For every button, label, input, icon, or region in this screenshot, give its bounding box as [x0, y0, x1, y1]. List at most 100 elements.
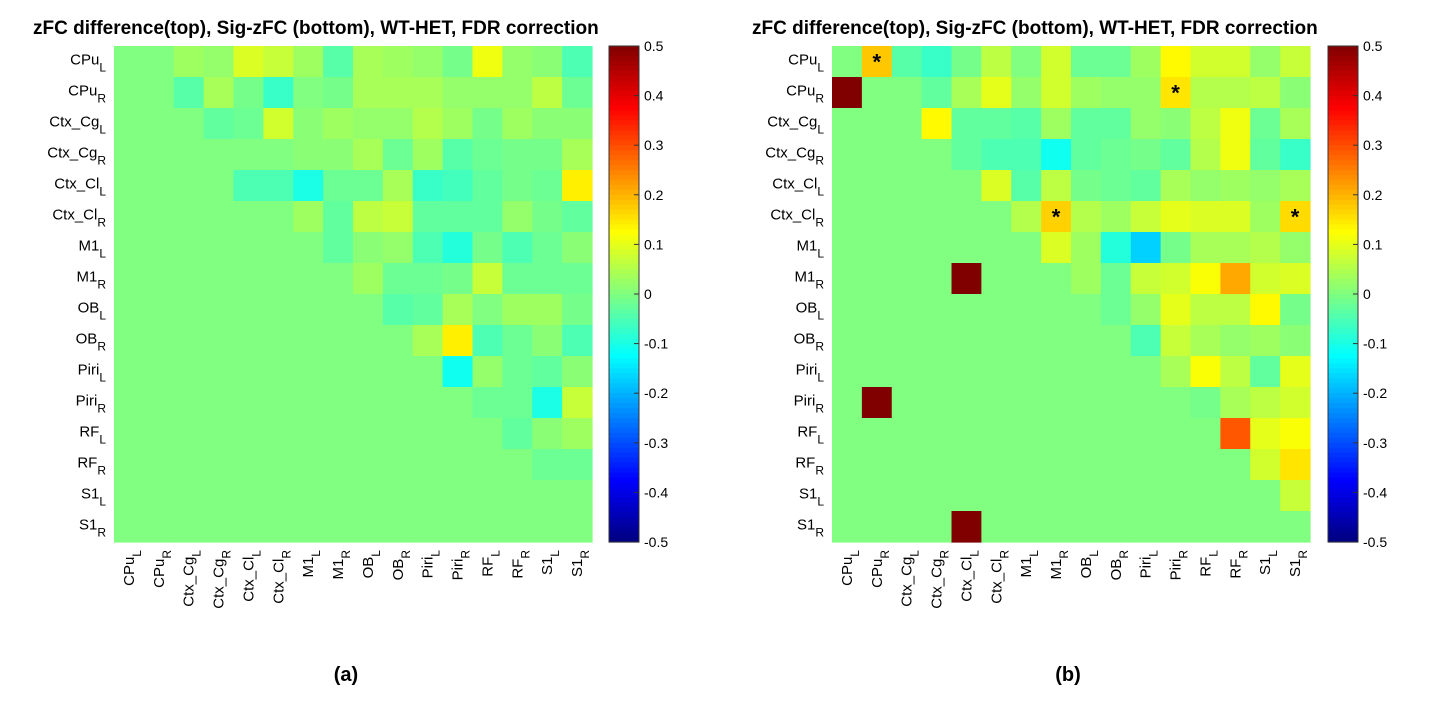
chart-title: zFC difference(top), Sig-zFC (bottom), W… [33, 18, 599, 39]
heatmap-cell [1280, 294, 1311, 326]
heatmap-cell [1130, 46, 1162, 78]
column-label: PiriL [1138, 550, 1161, 579]
column-label: Ctx_ClR [988, 550, 1011, 604]
heatmap-cell [203, 108, 235, 140]
colorbar-segment [609, 165, 639, 171]
colorbar-segment [1328, 303, 1358, 310]
heatmap-cell [562, 449, 593, 481]
heatmap-cell [562, 511, 593, 543]
row-label: S1L [799, 486, 824, 509]
heatmap-cell [981, 139, 1012, 171]
heatmap-cell [323, 325, 354, 357]
heatmap-cell [861, 201, 893, 233]
row-label: M1L [796, 238, 824, 261]
heatmap-cell [233, 418, 264, 450]
heatmap-cell [562, 170, 593, 202]
heatmap-cell [832, 294, 863, 326]
heatmap-cell [353, 46, 384, 78]
heatmap-cell [1071, 480, 1102, 512]
heatmap-cell [412, 294, 444, 326]
row-label: RFR [77, 455, 106, 478]
heatmap-cell [203, 170, 235, 202]
heatmap-cell [263, 325, 294, 357]
heatmap-cell [293, 170, 324, 202]
heatmap-cell [1130, 263, 1162, 295]
heatmap-cell [353, 108, 384, 140]
heatmap-cell [353, 201, 384, 233]
heatmap-cell [1190, 480, 1221, 512]
heatmap-cell [203, 418, 235, 450]
column-label: OBR [1108, 550, 1131, 581]
heatmap-cell [1130, 387, 1162, 419]
heatmap-cell [143, 325, 175, 357]
colorbar-segment [1328, 537, 1358, 543]
heatmap-cell [323, 139, 354, 171]
heatmap-cell [472, 449, 503, 481]
colorbar-segment [609, 115, 639, 121]
heatmap-cell [861, 294, 893, 326]
heatmap-cell [1250, 418, 1281, 450]
colorbar-segment [1328, 284, 1358, 290]
row-label: Ctx_ClR [770, 207, 824, 230]
heatmap-cell [1160, 139, 1192, 171]
row-label: PiriR [794, 393, 825, 416]
heatmap-cell [382, 511, 414, 543]
heatmap-cell [891, 511, 923, 543]
heatmap-cell [502, 480, 533, 512]
heatmap-cell [143, 170, 175, 202]
row-label: Ctx_CgL [767, 114, 824, 137]
heatmap-cell [832, 418, 863, 450]
colorbar-segment [1328, 120, 1358, 126]
heatmap-cell [981, 201, 1012, 233]
heatmap-cell [1071, 263, 1102, 295]
heatmap-cell [502, 263, 533, 295]
heatmap-cell [502, 418, 533, 450]
heatmap-cell [832, 511, 863, 543]
column-label: RFR [1227, 550, 1250, 579]
heatmap-cell [951, 170, 982, 202]
heatmap-cell [1100, 170, 1132, 202]
colorbar-segment [1328, 150, 1358, 156]
heatmap-cell [502, 46, 533, 78]
colorbar-segment [1328, 492, 1358, 498]
heatmap-cell [1190, 232, 1221, 264]
colorbar-tick-label: -0.3 [1363, 435, 1387, 451]
heatmap-cell [173, 139, 205, 171]
colorbar-segment [609, 398, 639, 404]
heatmap-cell [1100, 449, 1132, 481]
column-label: CPuL [839, 550, 862, 586]
colorbar-segment [1328, 80, 1358, 87]
colorbar-segment [1328, 239, 1358, 245]
heatmap-cell [1071, 232, 1102, 264]
column-label: CPuL [121, 550, 144, 586]
colorbar-segment [609, 462, 639, 469]
heatmap-cell [1011, 170, 1042, 202]
heatmap-cell [981, 232, 1012, 264]
heatmap-cell [981, 418, 1012, 450]
heatmap-cell [293, 449, 324, 481]
heatmap-cell [114, 511, 145, 543]
heatmap-cell [1280, 201, 1311, 233]
heatmap-cell [263, 294, 294, 326]
colorbar-segment [609, 313, 639, 320]
heatmap-cell [233, 139, 264, 171]
heatmap-cell [143, 201, 175, 233]
colorbar-segment [1328, 378, 1358, 384]
heatmap-cell [981, 170, 1012, 202]
column-label: Ctx_ClL [958, 550, 981, 602]
heatmap-cell [323, 108, 354, 140]
colorbar-segment [609, 244, 639, 250]
colorbar-segment [1328, 318, 1358, 325]
heatmap-cell [861, 356, 893, 388]
colorbar-segment [1328, 125, 1358, 131]
colorbar-segment [609, 249, 639, 255]
heatmap-cell [951, 387, 982, 419]
column-label: S1R [569, 550, 592, 577]
heatmap-cell [472, 418, 503, 450]
heatmap-cell [203, 325, 235, 357]
heatmap-cell [472, 511, 503, 543]
column-label: Ctx_CgL [181, 550, 204, 607]
colorbar-segment [1328, 165, 1358, 171]
colorbar-segment [609, 378, 639, 384]
heatmap-cell [532, 263, 563, 295]
